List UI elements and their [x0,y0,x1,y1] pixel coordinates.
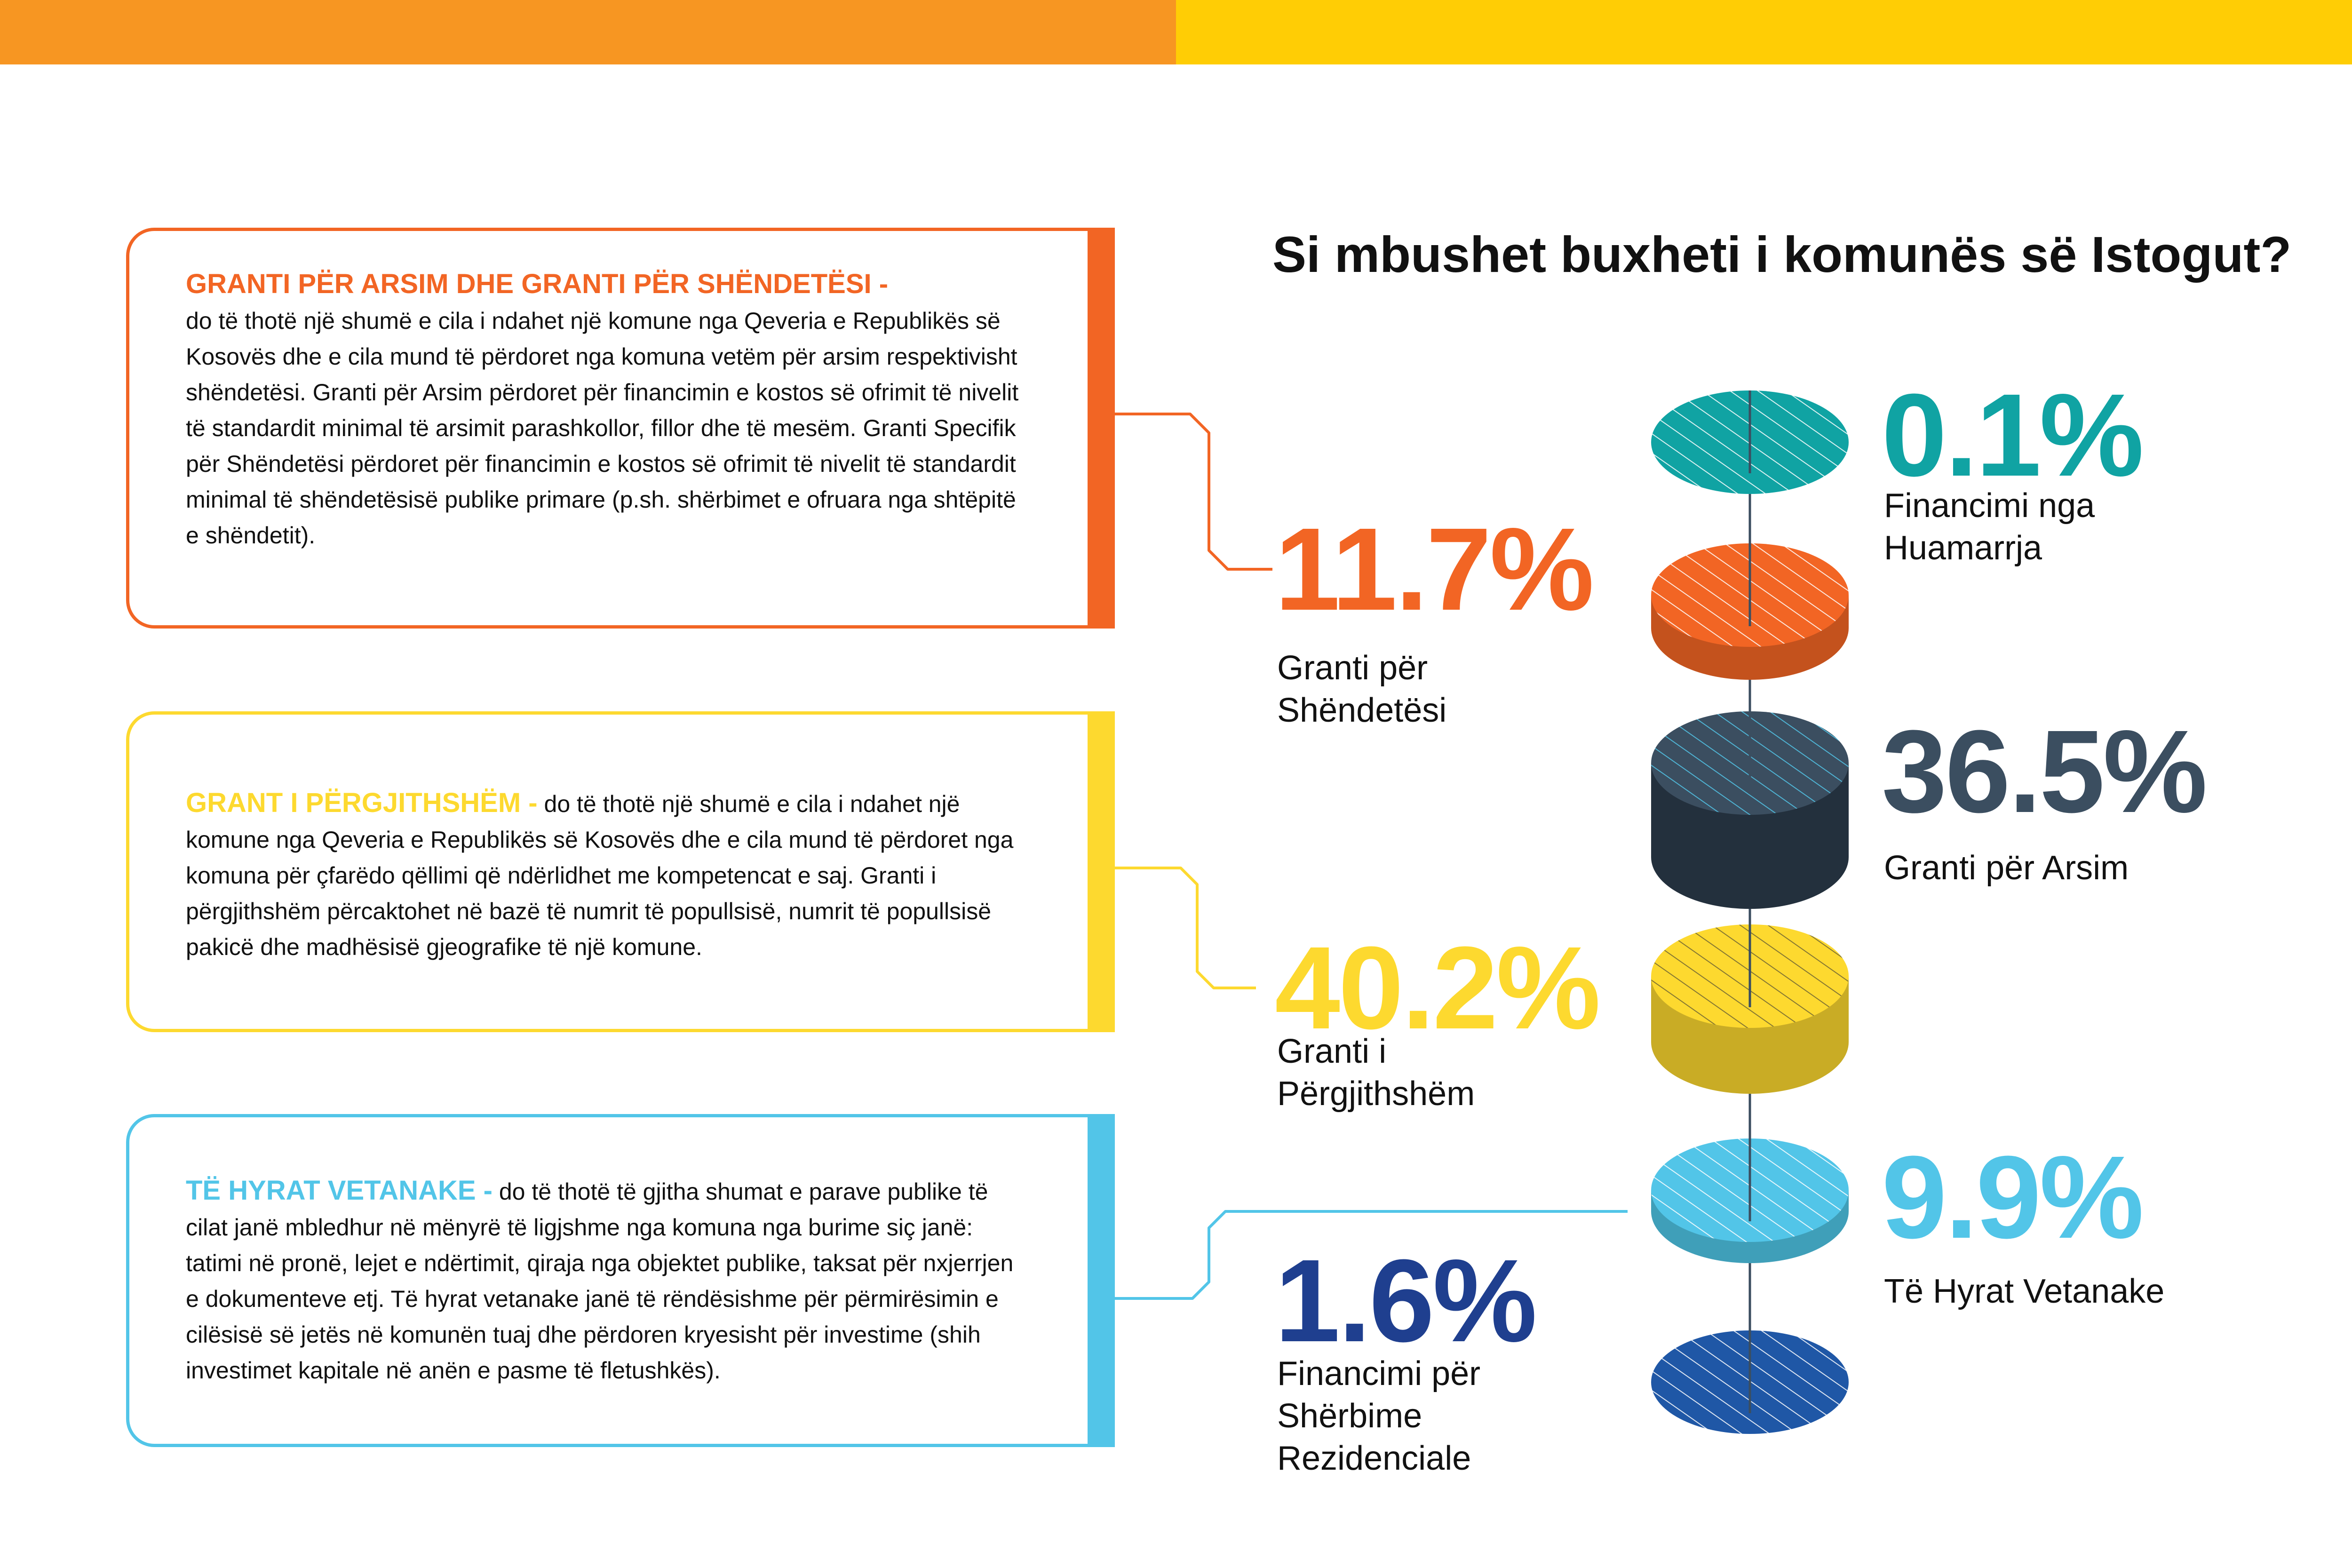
connector-line-2 [1098,867,1256,989]
top-bar-orange [0,0,1176,64]
card-body: do të thotë një shumë e cila i ndahet nj… [186,791,1014,960]
disc-4 [1651,924,1849,1094]
definition-card-health-education: GRANTI PËR ARSIM DHE GRANTI PËR SHËNDETË… [126,228,1115,629]
chart-title: Si mbushet buxheti i komunës së Istogut? [1272,226,2292,283]
category-label: Granti për Arsim [1884,849,2129,887]
card-accent-strip [1088,711,1115,1032]
value-label: 11.7% [1275,503,1594,635]
disc-5 [1651,1138,1849,1263]
value-label: 0.1% [1882,369,2144,501]
disc-2 [1651,543,1849,680]
card-text: GRANTI PËR ARSIM DHE GRANTI PËR SHËNDETË… [186,266,1025,553]
definition-card-own-revenue: TË HYRAT VETANAKE - do të thotë të gjith… [126,1114,1115,1447]
value-label: 40.2% [1275,922,1601,1053]
disc-3 [1651,711,1849,909]
card-body: do të thotë një shumë e cila i ndahet nj… [186,308,1019,549]
connector-line-3 [1098,1210,1628,1300]
category-label: Financimi për Shërbime Rezidenciale [1277,1355,1481,1477]
card-accent-strip [1088,1114,1115,1447]
value-label: 9.9% [1882,1131,2144,1263]
value-label: 36.5% [1882,706,2208,837]
category-label: Financimi nga Huamarrja [1884,487,2095,567]
value-label: 1.6% [1275,1235,1537,1366]
card-heading: GRANTI PËR ARSIM DHE GRANTI PËR SHËNDETË… [186,269,889,299]
card-body: do të thotë të gjitha shumat e parave pu… [186,1178,1014,1384]
card-accent-strip [1088,228,1115,629]
category-label: Granti për Shëndetësi [1277,649,1447,729]
top-bar-yellow [1176,0,2352,64]
definition-card-general-grant: GRANT I PËRGJITHSHËM - do të thotë një s… [126,711,1115,1032]
card-heading: GRANT I PËRGJITHSHËM - [186,788,538,818]
category-label: Të Hyrat Vetanake [1884,1273,2165,1310]
connector-line-1 [1098,413,1272,571]
card-heading: TË HYRAT VETANAKE - [186,1175,493,1206]
disc-1 [1651,390,1849,494]
card-text: TË HYRAT VETANAKE - do të thotë të gjith… [186,1173,1025,1388]
disc-6 [1651,1330,1849,1434]
card-text: GRANT I PËRGJITHSHËM - do të thotë një s… [186,785,1025,965]
category-label: Granti i Përgjithshëm [1277,1033,1475,1113]
